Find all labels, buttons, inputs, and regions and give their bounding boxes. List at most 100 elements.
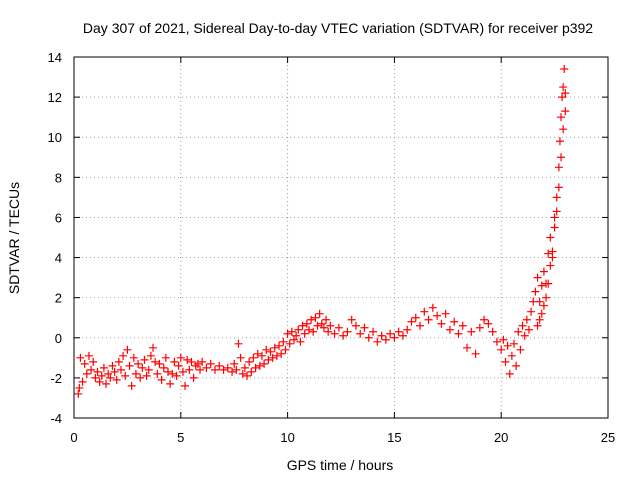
data-point-marker xyxy=(247,367,256,376)
data-point-marker xyxy=(467,327,476,336)
data-point-marker xyxy=(170,357,179,366)
data-point-marker xyxy=(102,379,111,388)
data-point-marker xyxy=(307,315,316,324)
data-point-marker xyxy=(501,357,510,366)
data-point-marker xyxy=(330,329,339,338)
data-point-marker xyxy=(285,339,294,348)
data-point-marker xyxy=(555,137,564,146)
data-point-marker xyxy=(240,363,249,372)
data-point-marker xyxy=(210,365,219,374)
data-point-marker xyxy=(281,345,290,354)
data-point-marker xyxy=(497,345,506,354)
data-point-marker xyxy=(537,309,546,318)
data-point-marker xyxy=(84,351,93,360)
data-point-marker xyxy=(178,367,187,376)
data-point-marker xyxy=(234,339,243,348)
data-point-marker xyxy=(93,367,102,376)
data-point-marker xyxy=(527,307,536,316)
data-point-marker xyxy=(183,355,192,364)
data-point-marker xyxy=(463,343,472,352)
data-point-marker xyxy=(155,359,164,368)
data-point-marker xyxy=(245,357,254,366)
data-point-marker xyxy=(514,327,523,336)
y-tick-label: 10 xyxy=(48,130,62,145)
data-point-marker xyxy=(411,313,420,322)
data-point-marker xyxy=(174,361,183,370)
data-point-marker xyxy=(343,327,352,336)
data-point-marker xyxy=(450,317,459,326)
data-point-marker xyxy=(420,307,429,316)
data-point-marker xyxy=(138,363,147,372)
data-point-marker xyxy=(119,351,128,360)
data-point-marker xyxy=(554,183,563,192)
data-point-marker xyxy=(441,309,450,318)
data-point-marker xyxy=(146,351,155,360)
data-point-marker xyxy=(512,361,521,370)
data-point-marker xyxy=(219,365,228,374)
data-point-marker xyxy=(394,327,403,336)
data-point-marker xyxy=(292,331,301,340)
data-point-marker xyxy=(322,315,331,324)
data-point-marker xyxy=(87,365,96,374)
data-point-marker xyxy=(437,319,446,328)
data-point-marker xyxy=(351,321,360,330)
axis-ticks: 0 5 10 15 20 25 -4 -2 0 2 4 6 8 10 12 14 xyxy=(48,50,616,445)
data-point-marker xyxy=(550,223,559,232)
data-point-marker xyxy=(552,193,561,202)
data-point-marker xyxy=(304,325,313,334)
x-tick-label: 25 xyxy=(601,430,615,445)
data-point-marker xyxy=(398,331,407,340)
y-tick-label: 14 xyxy=(48,50,62,65)
data-point-marker xyxy=(121,371,130,380)
data-point-marker xyxy=(561,89,570,98)
data-point-marker xyxy=(381,335,390,344)
data-point-marker xyxy=(539,267,548,276)
data-point-marker xyxy=(471,349,480,358)
data-point-marker xyxy=(533,273,542,282)
data-point-marker xyxy=(114,357,123,366)
data-point-marker xyxy=(488,327,497,336)
data-point-marker xyxy=(134,359,143,368)
data-point-marker xyxy=(520,331,529,340)
data-point-marker xyxy=(445,325,454,334)
data-point-marker xyxy=(198,357,207,366)
data-point-marker xyxy=(334,323,343,332)
data-point-marker xyxy=(294,325,303,334)
data-point-marker xyxy=(206,359,215,368)
data-point-marker xyxy=(319,323,328,332)
y-tick-label: 6 xyxy=(55,210,62,225)
data-point-marker xyxy=(524,325,533,334)
data-point-marker xyxy=(537,281,546,290)
data-point-marker xyxy=(550,213,559,222)
data-point-marker xyxy=(544,279,553,288)
data-points xyxy=(74,65,570,398)
data-point-marker xyxy=(108,361,117,370)
data-point-marker xyxy=(360,323,369,332)
data-point-marker xyxy=(424,315,433,324)
data-point-marker xyxy=(313,321,322,330)
y-tick-label: -2 xyxy=(50,371,62,386)
data-point-marker xyxy=(311,313,320,322)
data-point-marker xyxy=(272,351,281,360)
data-point-marker xyxy=(339,331,348,340)
data-point-marker xyxy=(123,345,132,354)
y-tick-label: 0 xyxy=(55,331,62,346)
data-point-marker xyxy=(356,329,365,338)
data-point-marker xyxy=(176,353,185,362)
data-point-marker xyxy=(403,325,412,334)
data-point-marker xyxy=(533,321,542,330)
data-point-marker xyxy=(97,371,106,380)
data-point-marker xyxy=(228,367,237,376)
data-point-marker xyxy=(110,367,119,376)
data-point-marker xyxy=(151,357,160,366)
data-point-marker xyxy=(560,65,569,74)
data-point-marker xyxy=(236,353,245,362)
data-point-marker xyxy=(309,327,318,336)
data-point-marker xyxy=(106,373,115,382)
grid-lines xyxy=(74,57,608,418)
data-point-marker xyxy=(185,365,194,374)
data-point-marker xyxy=(76,353,85,362)
data-point-marker xyxy=(268,353,277,362)
x-tick-label: 10 xyxy=(280,430,294,445)
